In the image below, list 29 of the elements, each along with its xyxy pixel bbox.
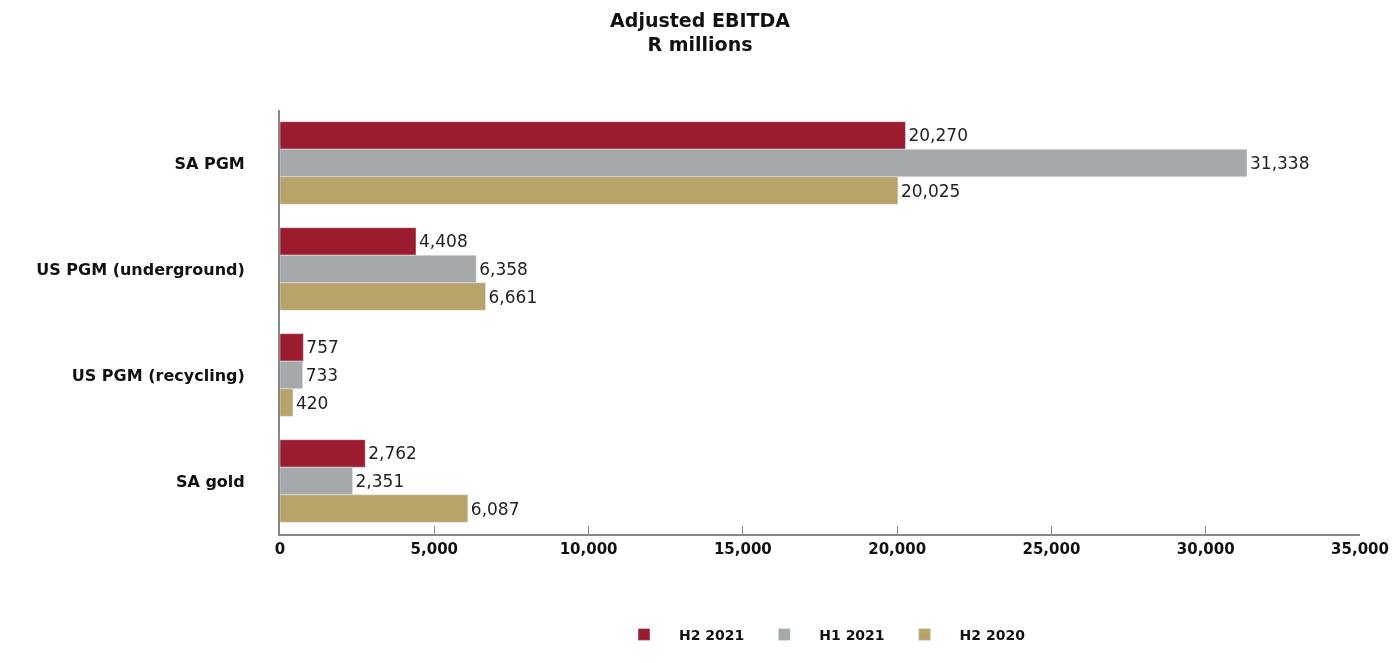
x-tick-label: 10,000 [559,540,618,558]
data-label: 4,408 [419,231,468,252]
x-tick-label: 20,000 [868,540,927,558]
data-label: 20,025 [900,180,961,201]
x-tick-label: 5,000 [410,540,459,558]
x-tick-label: 35,000 [1331,540,1389,558]
data-label: 757 [306,337,339,358]
data-label: 2,762 [368,443,417,464]
y-tick-label: US PGM (underground) [36,259,245,279]
x-tick-label: 15,000 [713,540,772,558]
data-label: 2,351 [355,471,405,491]
data-label: 6,661 [488,286,538,307]
data-label: 6,087 [470,498,520,519]
y-tick-label: US PGM (recycling) [71,365,245,385]
x-tick-label: 0 [274,540,286,558]
y-tick-label: SA PGM [174,153,245,173]
legend-label: H2 2021 [679,626,745,643]
chart-subtitle: R millions [647,33,753,56]
y-tick-label: SA gold [175,471,245,491]
x-tick-label: 25,000 [1022,540,1081,558]
x-tick-label: 30,000 [1176,540,1235,558]
data-label: 31,338 [1250,153,1310,173]
legend-label: H1 2021 [819,626,885,643]
chart-title: Adjusted EBITDA [610,8,791,31]
data-label: 420 [295,392,329,413]
legend-label: H2 2020 [959,626,1026,643]
data-label: 20,270 [908,125,968,146]
data-label: 6,358 [479,259,528,279]
data-label: 733 [305,365,339,385]
